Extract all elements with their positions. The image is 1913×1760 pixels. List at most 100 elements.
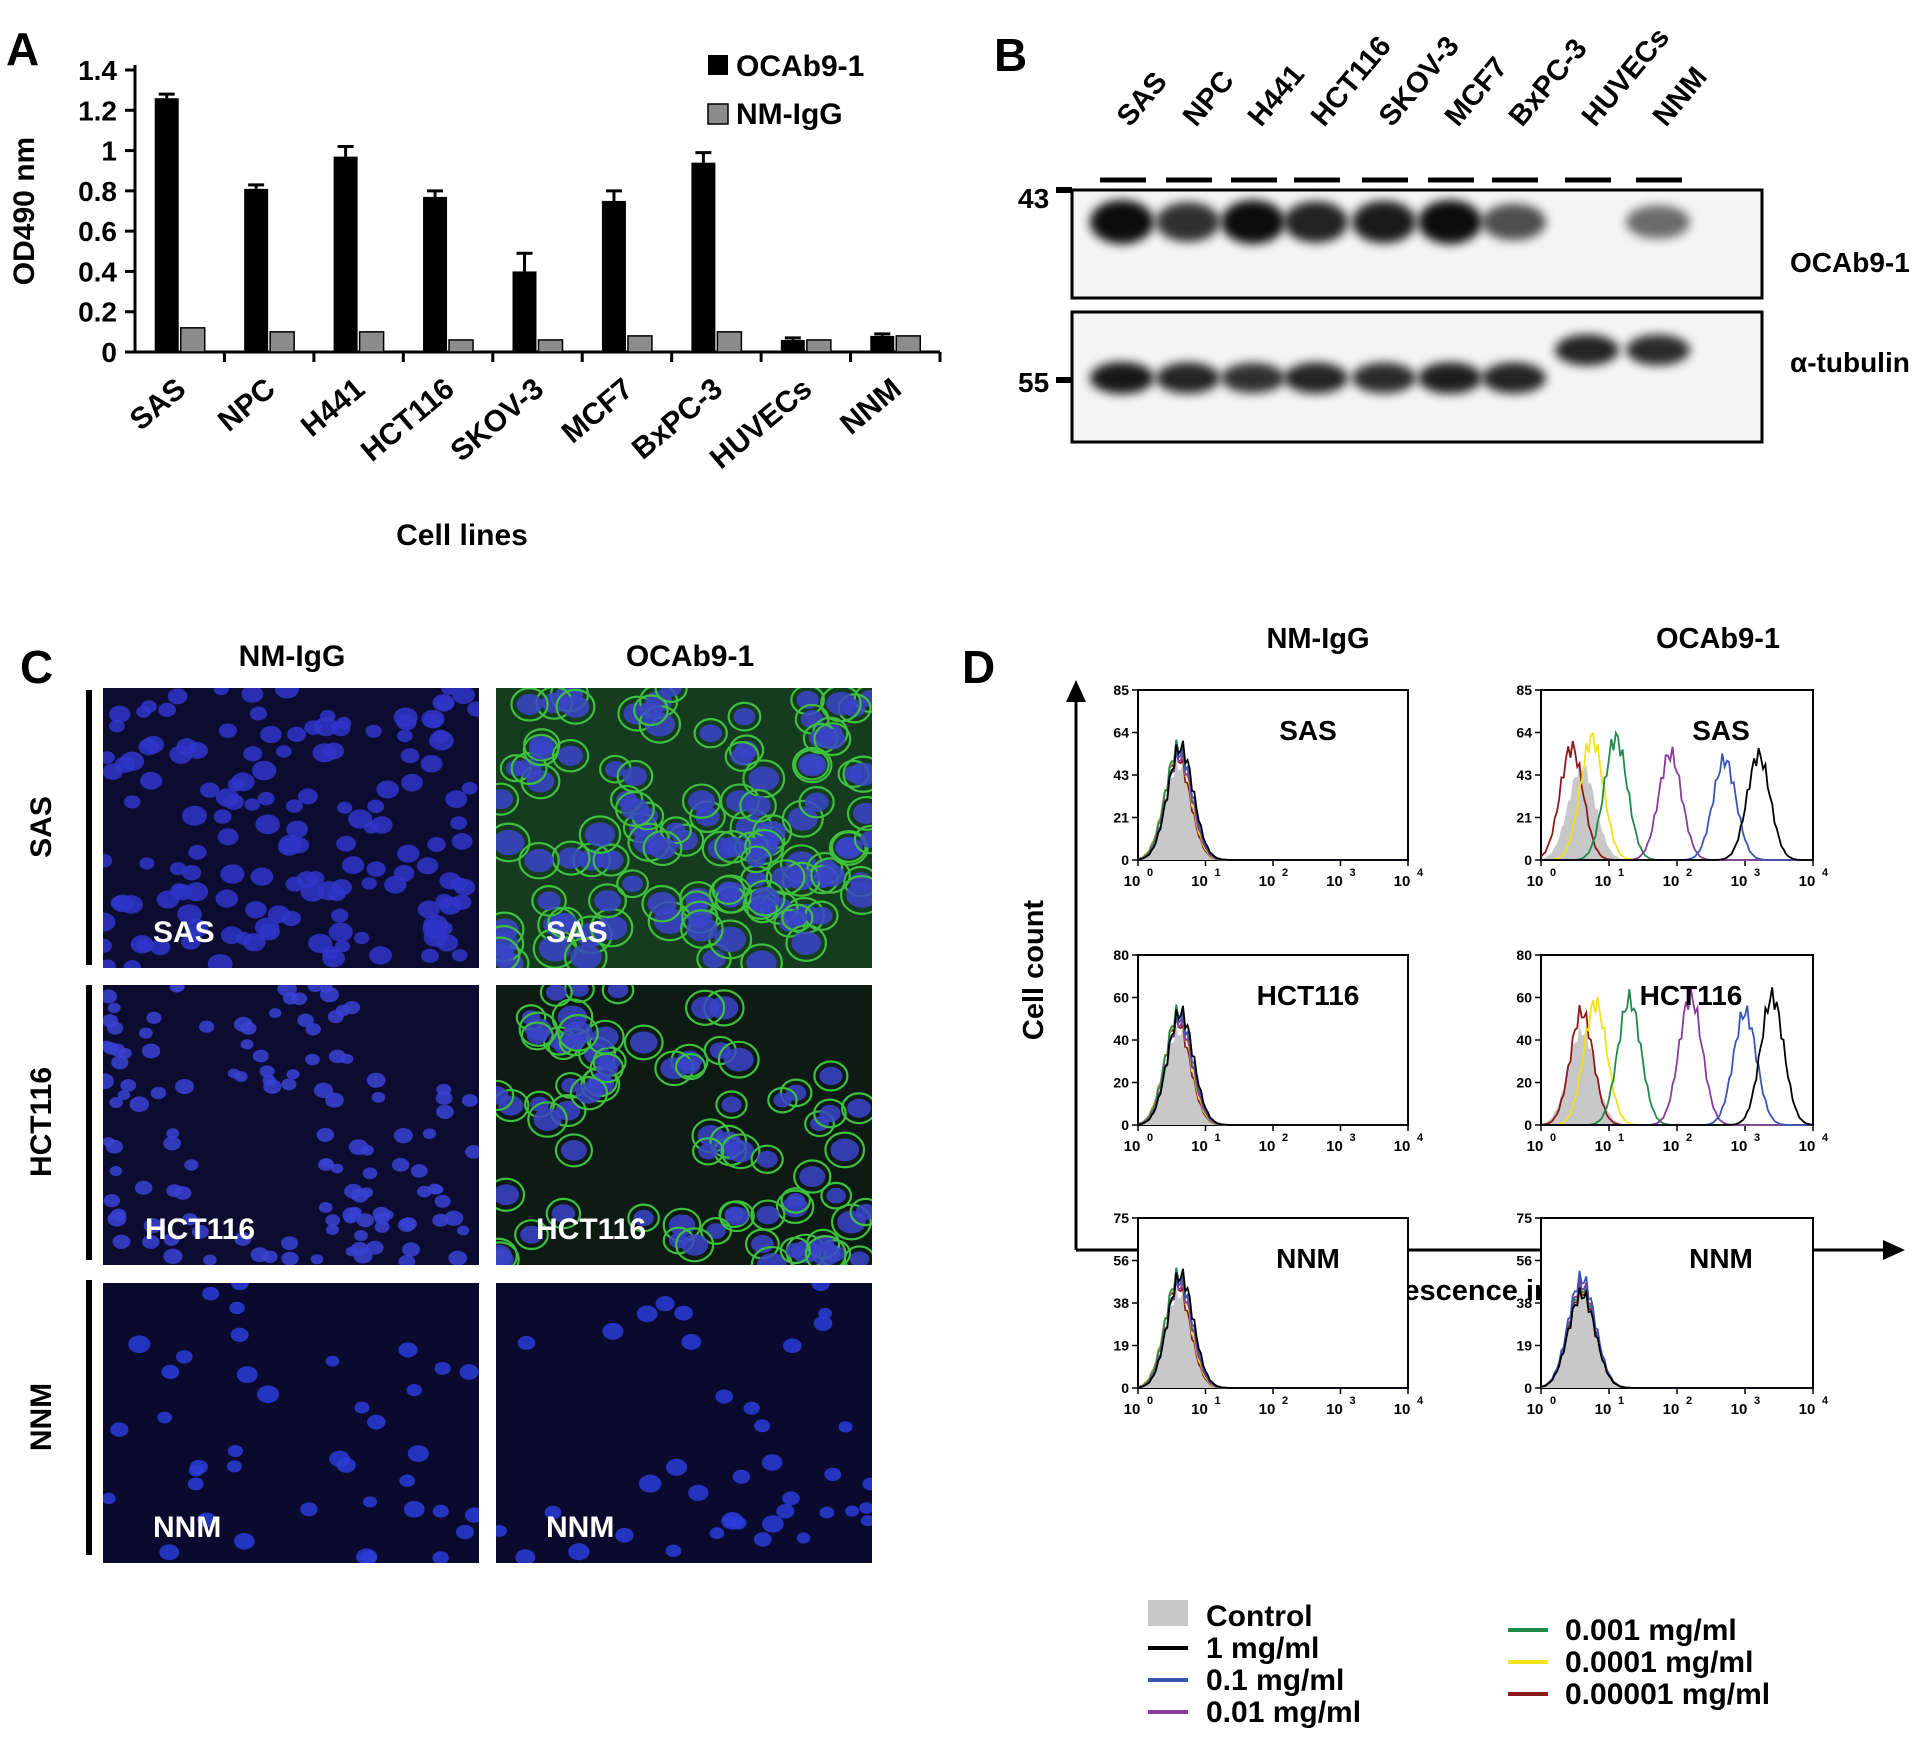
hist-x-tick-exponent: 1 [1215,1395,1221,1407]
nucleus [146,1011,162,1024]
cell-membrane [711,875,746,905]
hist-x-tick-label: 10 [1595,873,1612,890]
cell-membrane [522,733,560,767]
band-tubulin [1626,334,1690,366]
cell-membrane [793,1159,832,1194]
nucleus [771,866,800,889]
nucleus [175,1350,193,1364]
cell-membrane [627,1203,660,1233]
y-tick-label: 0.8 [78,176,117,207]
control-histogram [1541,1287,1813,1388]
nucleus [796,1532,811,1544]
cell-membrane [841,1092,872,1125]
nucleus [434,1194,451,1208]
nucleus [515,1549,536,1563]
hist-x-tick-label: 10 [1259,1401,1276,1418]
hist-x-tick-label: 10 [1259,1138,1276,1155]
histogram-cell-label: HCT116 [1640,980,1743,1011]
hist-x-tick-exponent: 2 [1686,1132,1692,1144]
nucleus [553,913,578,933]
nucleus [638,1474,662,1493]
nucleus [544,1505,562,1520]
nucleus [402,1242,420,1257]
nucleus [496,1525,507,1537]
nucleus [103,853,113,868]
nucleus [555,1100,581,1121]
hist-x-tick-exponent: 3 [1754,867,1760,879]
band-tubulin [1221,362,1285,394]
cell-membrane [616,869,649,899]
legend-label-ocab: OCAb9-1 [736,50,864,83]
hist-y-tick-label: 43 [1516,767,1532,783]
nucleus [218,723,237,738]
nucleus [103,1492,116,1504]
cell-membrane [510,688,549,722]
nucleus [323,742,344,760]
nucleus [786,1193,805,1208]
hist-x-tick-label: 10 [1394,1138,1411,1155]
panel-letter-c: C [20,641,54,693]
nucleus [256,1385,280,1404]
nucleus [371,1091,386,1103]
nucleus [191,1225,209,1239]
micrograph-hct116-nmigg: HCT116 [103,985,479,1265]
nucleus [594,890,621,912]
cell-membrane [846,795,872,831]
nucleus [435,1091,453,1105]
nucleus [456,1225,470,1236]
nucleus [139,857,155,870]
nucleus [732,1469,751,1484]
cell-membrane [744,828,785,866]
nucleus [163,1136,181,1151]
hist-y-tick-label: 20 [1516,1075,1532,1091]
nucleus [810,1242,841,1265]
hist-x-tick-exponent: 4 [1822,1395,1829,1407]
nucleus [746,950,777,968]
nucleus [107,1002,121,1014]
nucleus [217,828,239,846]
hist-x-tick-exponent: 4 [1417,867,1424,879]
nucleus [398,1254,416,1265]
nucleus [622,766,648,787]
nucleus [725,1206,749,1226]
cell-membrane [496,1088,530,1123]
y-tick-label: 0.2 [78,297,117,328]
nucleus [524,848,554,873]
nucleus [665,1458,688,1476]
bar-ocab9-1 [154,98,179,352]
legend-swatch-control [1148,1600,1188,1626]
cell-membrane [680,909,724,949]
cell-membrane [518,841,560,880]
cell-membrane [750,1245,793,1265]
nucleus [629,1031,658,1054]
nucleus [849,1251,870,1265]
nucleus [181,864,202,881]
micrograph-image [496,1283,872,1563]
cell-membrane [750,1144,784,1174]
nucleus [699,724,722,743]
nucleus [252,1049,269,1063]
micrograph-nnm-ocab: NNM [496,1283,872,1563]
nucleus [103,959,116,968]
nucleus [282,992,299,1005]
nucleus [227,777,245,792]
cell-membrane [781,903,814,932]
cell-membrane [792,746,833,784]
bar-ocab9-1 [423,196,448,352]
nucleus [245,901,267,919]
hist-x-tick-label: 10 [1595,1401,1612,1418]
micrograph-image [103,985,479,1265]
cell-membrane [510,752,548,785]
big-x-arrow [1883,1240,1905,1260]
nucleus [751,886,780,910]
band-ocab [1090,200,1154,244]
nucleus [423,713,442,728]
nucleus [360,1187,374,1198]
nucleus [128,1335,151,1354]
nucleus [174,1186,192,1200]
nucleus [785,1084,807,1102]
cell-membrane [804,1235,847,1265]
hist-y-tick-label: 21 [1516,810,1532,826]
hist-x-tick-exponent: 3 [1350,1395,1356,1407]
hist-x-tick-label: 10 [1326,1401,1343,1418]
